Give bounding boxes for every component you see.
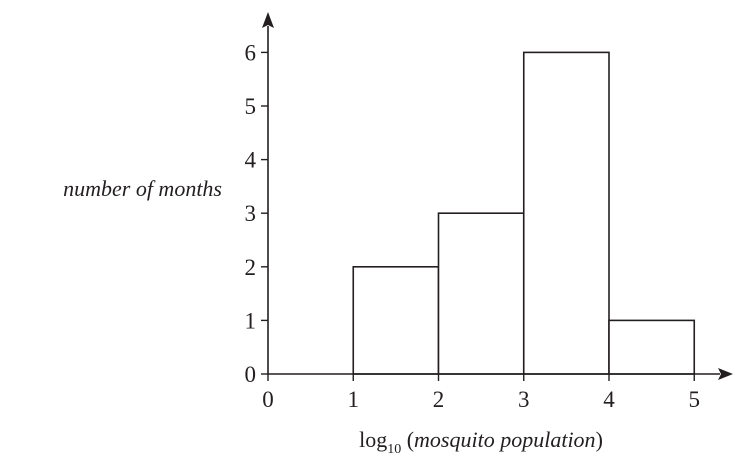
x-axis-arrowhead — [718, 368, 733, 380]
x-axis-title-subscript: 10 — [387, 442, 401, 454]
y-tick-label: 6 — [245, 40, 257, 65]
y-tick-label: 0 — [245, 362, 257, 387]
histogram-bar — [608, 319, 696, 375]
histogram-bar — [437, 212, 525, 375]
x-tick-label: 3 — [518, 387, 530, 412]
ticks-group: 0 1 2 3 4 5 0 1 2 3 4 5 6 — [245, 40, 701, 412]
y-tick-label: 4 — [245, 148, 257, 173]
x-axis-title-close: ) — [596, 427, 603, 452]
histogram-bar — [352, 265, 440, 375]
x-tick-label: 1 — [348, 387, 360, 412]
y-axis-arrowhead — [262, 12, 274, 28]
x-axis-title: log10 (mosquito population) — [359, 427, 603, 454]
bars-group — [352, 51, 696, 375]
x-tick-label: 2 — [433, 387, 445, 412]
histogram-bar — [522, 51, 610, 375]
y-axis-title: number of months — [63, 176, 222, 201]
axes-group — [262, 12, 733, 380]
x-tick-label: 4 — [603, 387, 615, 412]
x-axis-title-open: ( — [401, 427, 414, 452]
x-axis-title-prefix: log — [359, 427, 387, 452]
x-tick-label: 5 — [689, 387, 701, 412]
y-tick-label: 5 — [245, 94, 257, 119]
y-tick-label: 3 — [245, 201, 257, 226]
x-tick-label: 0 — [262, 387, 274, 412]
y-tick-label: 2 — [245, 255, 257, 280]
x-axis-title-variable: mosquito population — [414, 427, 596, 452]
y-tick-label: 1 — [245, 308, 257, 333]
